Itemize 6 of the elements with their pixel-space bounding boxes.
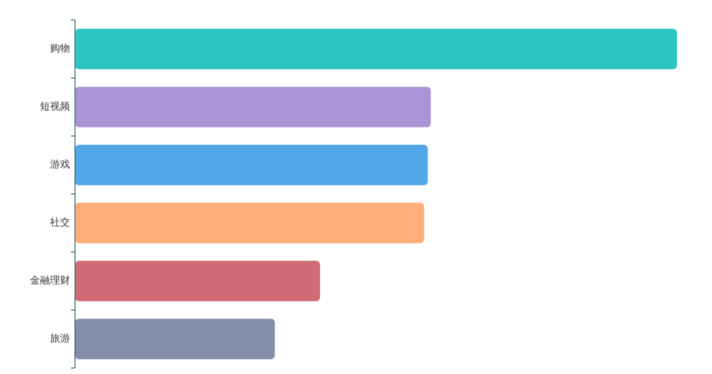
- y-tick-label: 社交: [50, 216, 70, 229]
- y-tick-label: 金融理财: [30, 274, 70, 287]
- y-tick-label: 旅游: [50, 332, 70, 345]
- y-tick-label: 短视频: [40, 100, 70, 113]
- y-tick-label: 游戏: [50, 158, 70, 171]
- y-tick-label: 购物: [50, 44, 70, 55]
